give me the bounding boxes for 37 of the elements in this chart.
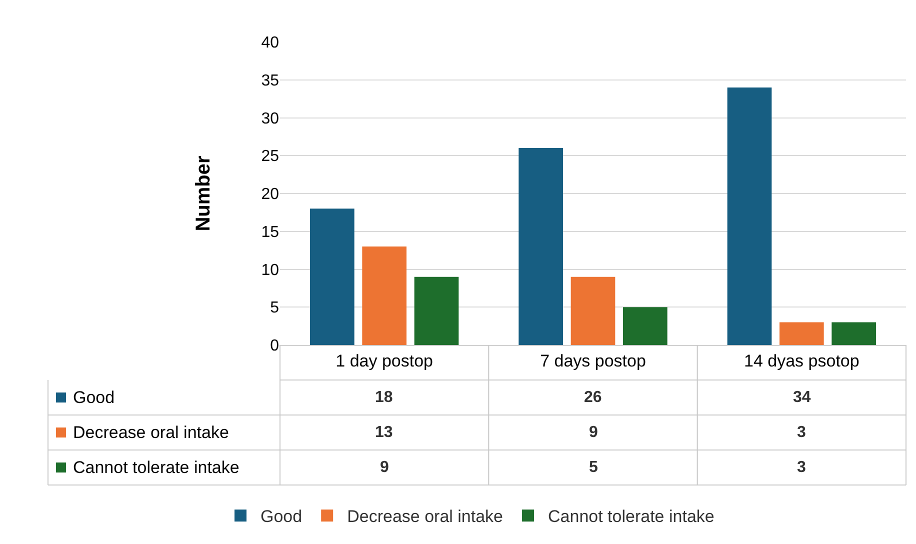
y-tick-label: 15	[261, 224, 280, 241]
bar	[727, 87, 772, 345]
text: Good	[73, 388, 115, 407]
y-tick-label: 5	[270, 300, 280, 317]
text: Decrease oral intake	[347, 507, 504, 526]
legend-label: Cannot tolerate intake	[548, 507, 714, 526]
data-label: 13	[375, 424, 393, 441]
x-tick-label: 7 days postop	[540, 351, 646, 370]
y-tick-label: 25	[261, 148, 280, 166]
data-label: 3	[797, 459, 806, 476]
y-tick-label: 40	[261, 34, 280, 52]
data-label: 9	[589, 424, 598, 441]
y-tick-label: 0	[270, 338, 280, 355]
y-tick-label: 10	[261, 262, 280, 279]
data-label: 34	[793, 389, 811, 406]
data-label: 18	[375, 389, 393, 406]
legend-label: Decrease oral intake	[73, 423, 229, 442]
bar	[362, 246, 406, 345]
y-tick-label: 20	[261, 186, 280, 204]
data-label: 26	[584, 389, 602, 406]
bar	[623, 307, 668, 345]
bar	[518, 148, 563, 345]
bar	[832, 322, 876, 345]
legend-label: Good	[260, 507, 302, 526]
y-tick-label: 30	[261, 110, 280, 128]
y-axis-title: Number	[192, 156, 215, 232]
data-label: 9	[380, 459, 389, 476]
y-tick-label: 35	[261, 72, 280, 90]
data-label: 3	[797, 424, 806, 441]
x-tick-label: 14 dyas psotop	[744, 351, 860, 370]
data-label: 5	[589, 459, 598, 476]
bar	[310, 208, 354, 345]
bar	[570, 276, 616, 345]
bar	[780, 322, 824, 345]
text: Cannot tolerate intake	[73, 458, 240, 477]
x-tick-label: 1 day postop	[336, 351, 434, 370]
bar	[414, 276, 459, 345]
